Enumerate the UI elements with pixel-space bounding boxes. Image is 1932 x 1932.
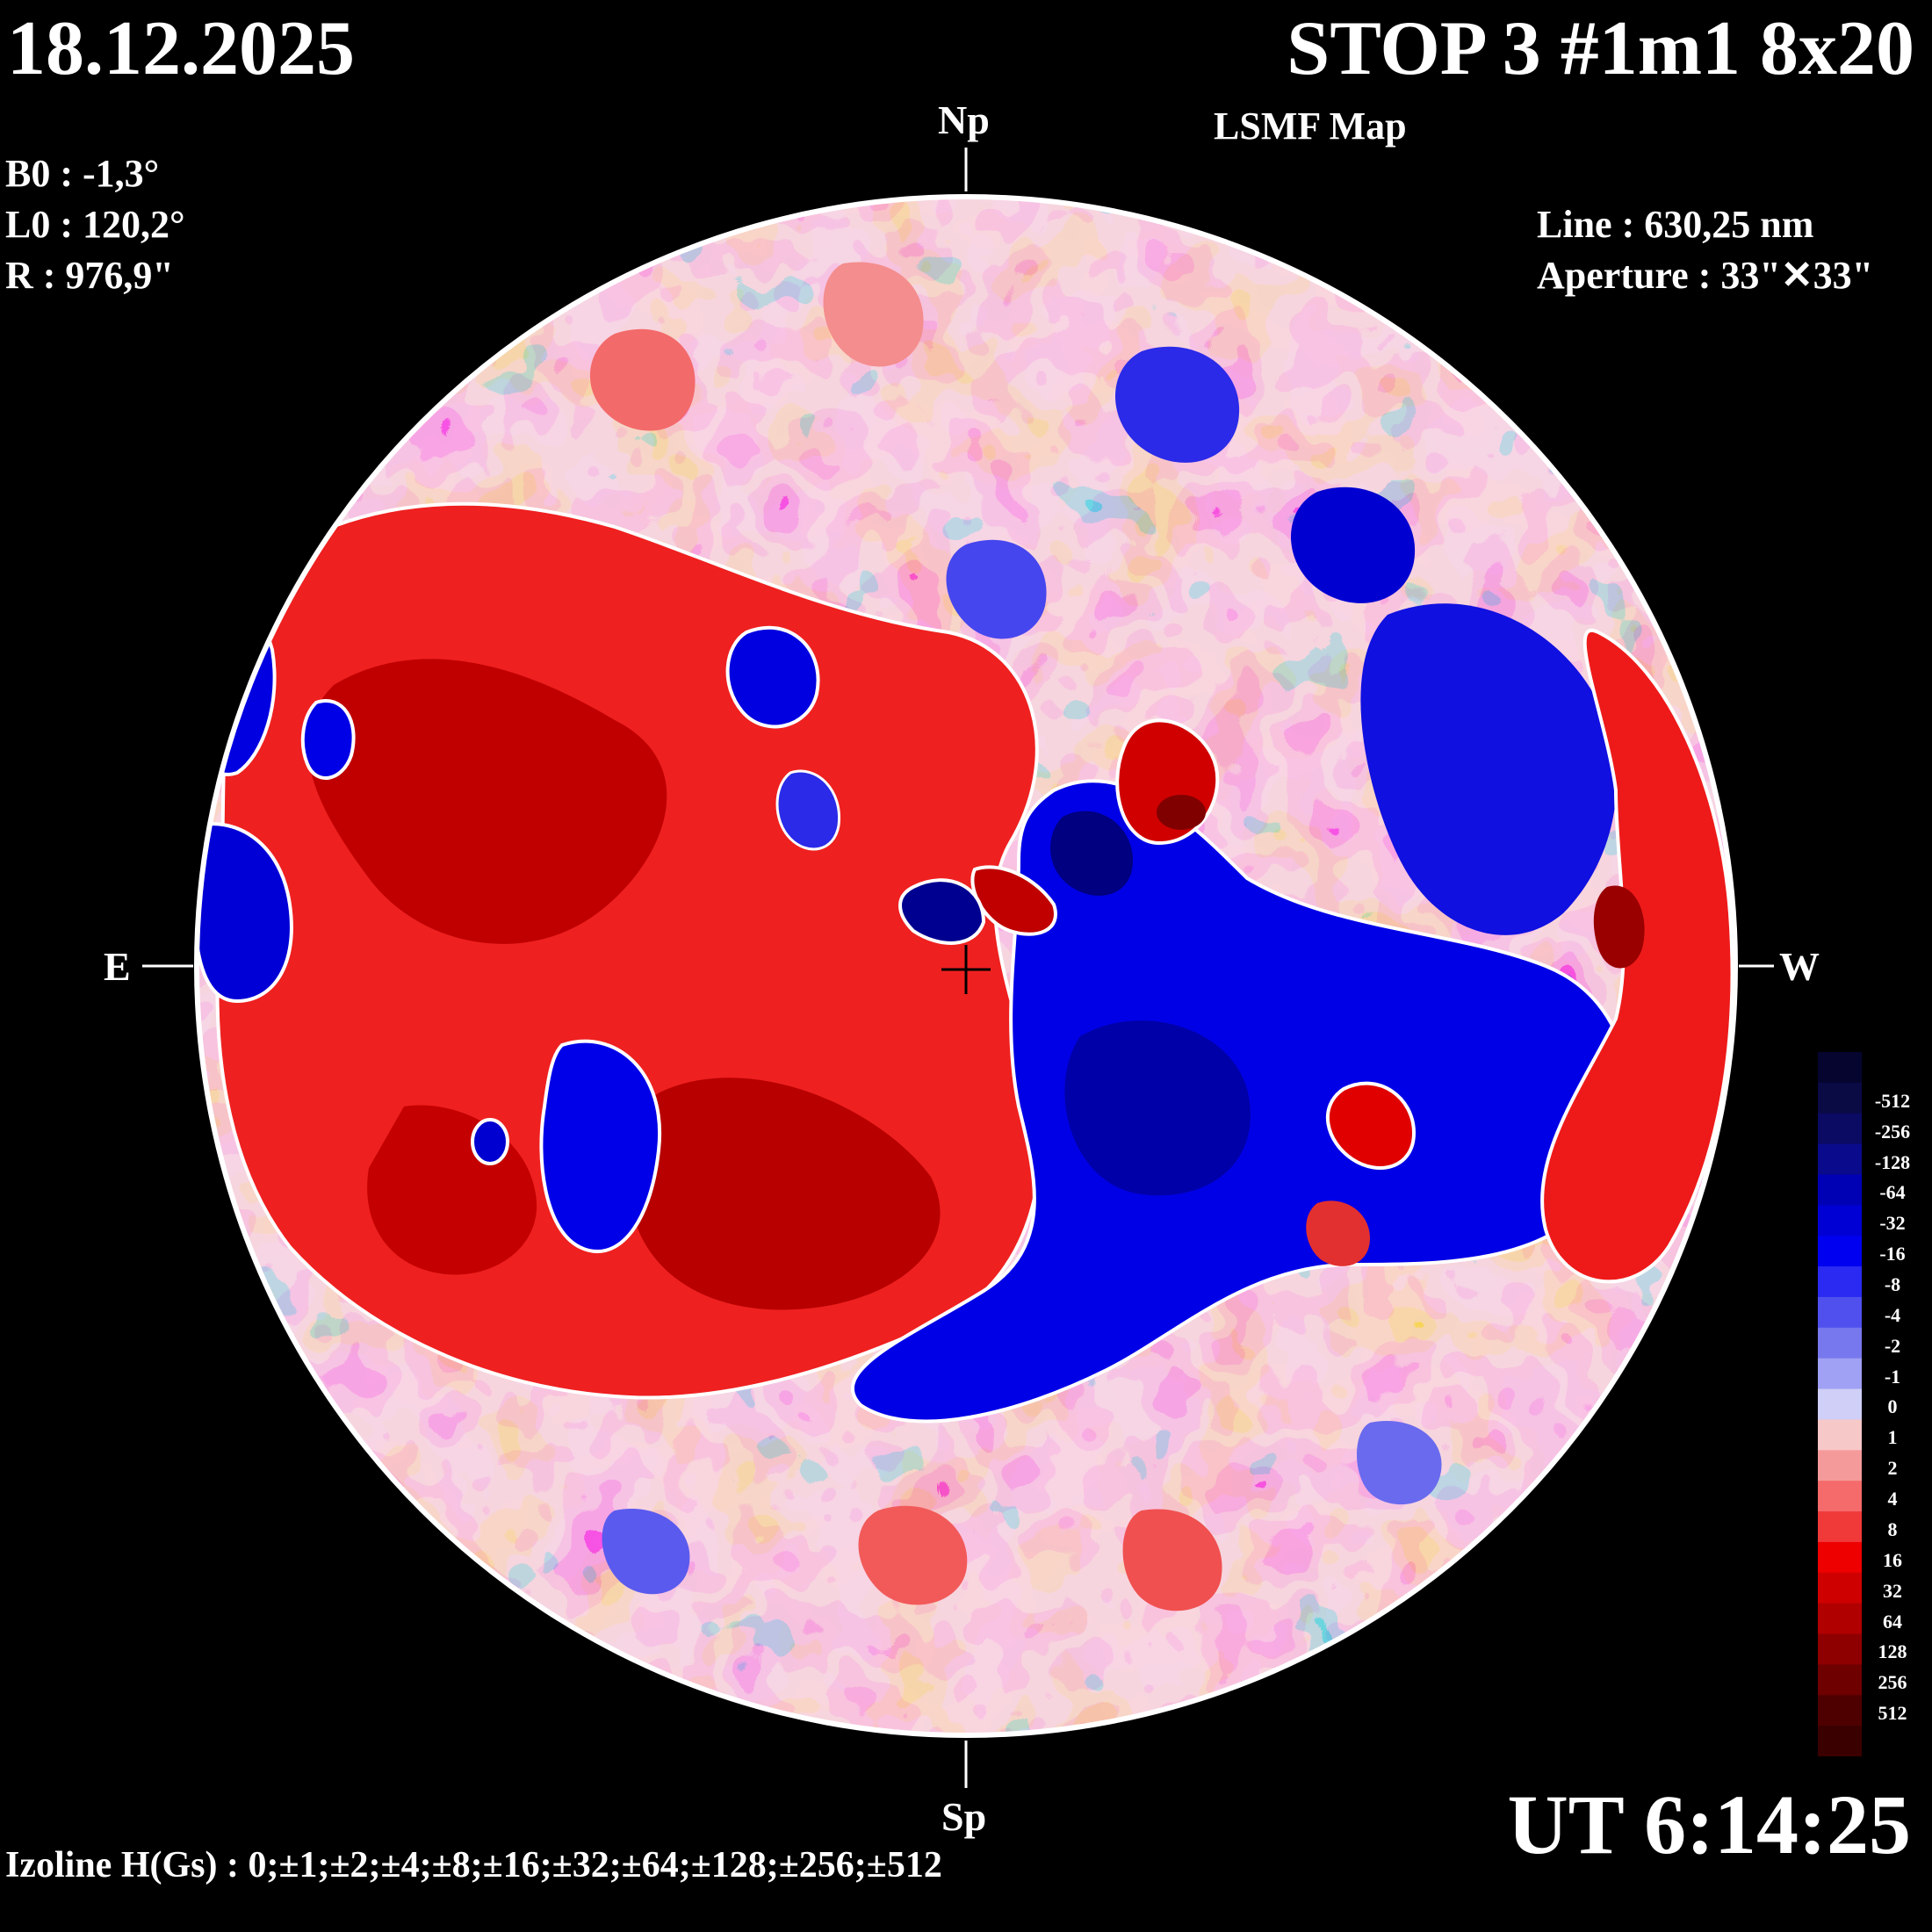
colorbar-swatch: [1818, 1419, 1862, 1451]
colorbar-tick-label: -8: [1884, 1273, 1901, 1295]
colorbar-tick-label: 16: [1883, 1548, 1902, 1571]
colorbar-tick-label: 128: [1878, 1640, 1907, 1663]
ut-time: UT 6:14:25: [1507, 1777, 1911, 1871]
disk-limb: [194, 194, 1738, 1738]
colorbar-tick-label: -128: [1874, 1150, 1911, 1173]
colorbar-tick-label: 0: [1887, 1395, 1898, 1418]
colorbar-swatch: [1818, 1327, 1862, 1359]
blue-spot-east-south: [539, 1039, 662, 1253]
colorbar-tick-label: -256: [1874, 1120, 1911, 1143]
north-pole-label: Np: [938, 97, 990, 142]
izoline-legend: Izoline H(Gs) : 0;±1;±2;±4;±8;±16;±32;±6…: [5, 1845, 942, 1885]
map-subtitle: LSMF Map: [1214, 105, 1407, 148]
colorbar-swatch: [1818, 1572, 1862, 1604]
colorbar-swatch: [1818, 1541, 1862, 1574]
disk-content: [197, 197, 1735, 1735]
param-r: R : 976,9": [5, 254, 174, 297]
param-aperture: Aperture : 33"✕33": [1537, 254, 1874, 297]
red-core-south: [624, 1078, 941, 1310]
colorbar-tick-label: 64: [1883, 1610, 1902, 1633]
center-cross: [941, 945, 991, 994]
colorbar-swatch: [1818, 1388, 1862, 1420]
colorbar-swatch: [1818, 1296, 1862, 1329]
colorbar-swatch: [1818, 1603, 1862, 1635]
colorbar-swatch: [1818, 1450, 1862, 1481]
colorbar-tick-label: 512: [1878, 1702, 1907, 1725]
param-l0: L0 : 120,2°: [5, 203, 185, 246]
colorbar-swatch: [1818, 1205, 1862, 1236]
colorbar-tick-label: -4: [1884, 1303, 1901, 1326]
red-spot-west-south: [1326, 1081, 1417, 1170]
colorbar-tick-label: -16: [1879, 1243, 1906, 1265]
colorbar-swatch: [1818, 1113, 1862, 1145]
colorbar-swatch: [1818, 1174, 1862, 1206]
south-pole-label: Sp: [941, 1794, 987, 1839]
colorbar: [1818, 1052, 1862, 1756]
colorbar-swatch: [1818, 1358, 1862, 1390]
axis-ticks: [142, 148, 1774, 1788]
colorbar-swatch: [1818, 1236, 1862, 1267]
red-core-east: [307, 659, 667, 944]
west-label: W: [1779, 944, 1820, 989]
colorbar-swatch: [1818, 1266, 1862, 1298]
colorbar-tick-label: 32: [1883, 1579, 1902, 1602]
param-b0: B0 : -1,3°: [5, 152, 160, 195]
param-line: Line : 630,25 nm: [1537, 203, 1814, 246]
east-label: E: [104, 944, 131, 989]
colorbar-tick-label: -512: [1874, 1089, 1911, 1112]
colorbar-swatch: [1818, 1695, 1862, 1727]
colorbar-tick-label: -2: [1884, 1334, 1901, 1357]
colorbar-tick-label: 4: [1887, 1488, 1898, 1510]
colorbar-swatch: [1818, 1481, 1862, 1512]
colorbar-tick-label: 8: [1887, 1517, 1898, 1540]
colorbar-tick-label: -64: [1879, 1181, 1906, 1204]
colorbar-tick-label: 256: [1878, 1671, 1907, 1694]
colorbar-tick-label: 1: [1887, 1426, 1898, 1449]
map-title: STOP 3 #1m1 8x20: [1287, 6, 1914, 91]
colorbar-swatch: [1818, 1052, 1862, 1084]
colorbar-swatch: [1818, 1726, 1862, 1756]
colorbar-swatch: [1818, 1664, 1862, 1696]
blue-region-west: [1360, 603, 1617, 935]
colorbar-swatch: [1818, 1143, 1862, 1175]
colorbar-tick-label: 2: [1887, 1457, 1898, 1480]
colorbar-tick-label: -32: [1879, 1212, 1906, 1235]
colorbar-swatch: [1818, 1633, 1862, 1665]
date-label: 18.12.2025: [7, 6, 355, 91]
colorbar-swatch: [1818, 1082, 1862, 1114]
colorbar-swatch: [1818, 1511, 1862, 1543]
colorbar-tick-label: -1: [1884, 1365, 1901, 1388]
